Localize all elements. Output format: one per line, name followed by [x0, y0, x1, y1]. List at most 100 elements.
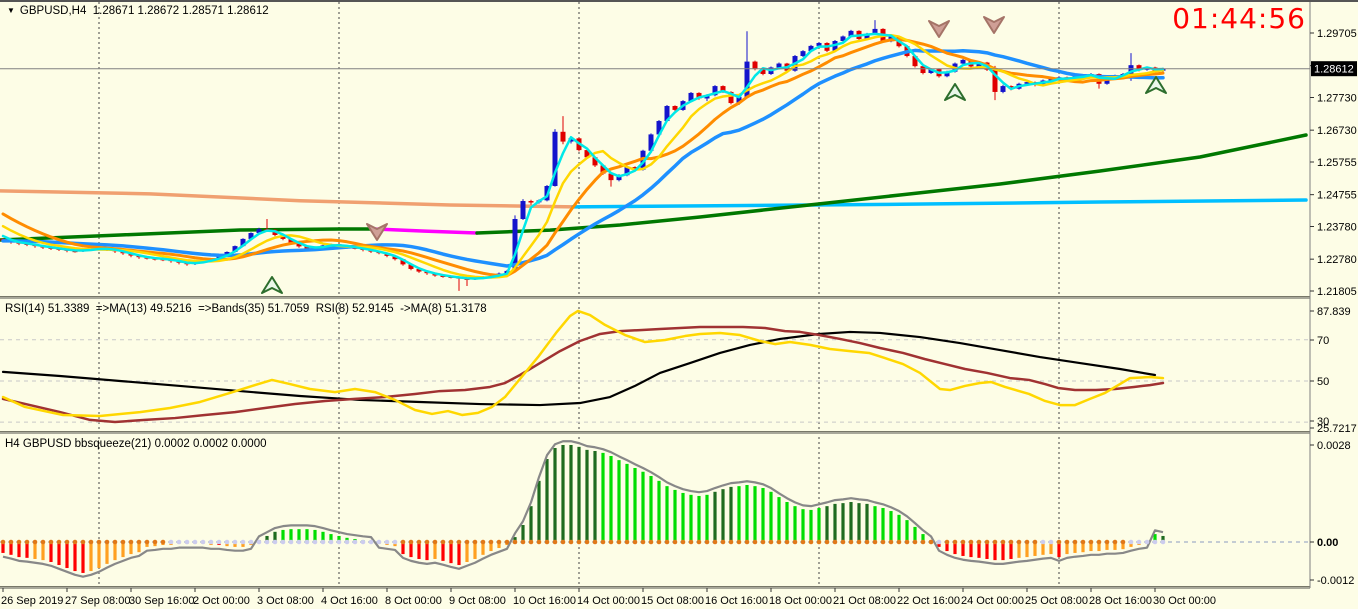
squeeze-dot: [920, 539, 926, 545]
candle-body: [1128, 65, 1134, 74]
candle-body: [976, 62, 982, 67]
squeeze-dot: [344, 539, 350, 545]
squeeze-dot: [832, 539, 838, 545]
candle-body: [520, 201, 526, 219]
squeeze-dot: [968, 539, 974, 545]
squeeze-dot: [536, 539, 542, 545]
squeeze-dot: [1016, 539, 1022, 545]
chart-dropdown-icon[interactable]: ▼: [7, 6, 15, 15]
sell-signal-arrow-icon[interactable]: [983, 16, 1005, 34]
squeeze-envelope: [2, 440, 1164, 578]
time-axis-label: 28 Oct 16:00: [1089, 595, 1152, 607]
candle-body: [960, 59, 966, 64]
trend-green-left: [0, 227, 375, 242]
squeeze-dot: [616, 539, 622, 545]
candle-body: [240, 238, 246, 247]
squeeze-dot: [24, 539, 30, 545]
squeeze-dot: [328, 539, 334, 545]
candle-body: [632, 167, 638, 170]
candle-body: [664, 105, 670, 122]
time-axis-label: 16 Oct 16:00: [705, 595, 768, 607]
squeeze-dot: [472, 539, 478, 545]
candle-body: [560, 131, 566, 142]
squeeze-dot: [416, 539, 422, 545]
time-axis-label: 3 Oct 08:00: [257, 595, 314, 607]
squeeze-dot: [808, 539, 814, 545]
squeeze-dot: [704, 539, 710, 545]
squeeze-dot: [1080, 539, 1086, 545]
buy-signal-arrow-icon[interactable]: [261, 276, 283, 294]
squeeze-dot: [80, 539, 86, 545]
candle-body: [1048, 78, 1054, 81]
squeeze-dot: [784, 539, 790, 545]
squeeze-dot: [608, 539, 614, 545]
squeeze-dot: [1008, 539, 1014, 545]
squeeze-dot: [824, 539, 830, 545]
squeeze-dot: [520, 539, 526, 545]
squeeze-dot: [296, 539, 302, 545]
price-axis-strip[interactable]: [1310, 1, 1358, 609]
squeeze-dot: [312, 539, 318, 545]
squeeze-dot: [512, 539, 518, 545]
axis-tick-label: 1.25755: [1317, 157, 1357, 169]
time-axis-label: 22 Oct 16:00: [897, 595, 960, 607]
candle-body: [584, 150, 590, 158]
squeeze-dot: [592, 539, 598, 545]
candle-body: [1024, 82, 1030, 84]
sell-signal-arrow-icon[interactable]: [366, 223, 388, 241]
squeeze-dot: [744, 539, 750, 545]
squeeze-dot: [256, 539, 262, 545]
squeeze-dot: [896, 539, 902, 545]
candle-body: [840, 36, 846, 42]
ma-orange: [1, 37, 1165, 278]
bbsqueeze-indicator-label: H4 GBPUSD bbsqueeze(21) 0.0002 0.0002 0.…: [5, 438, 267, 450]
squeeze-dot: [216, 539, 222, 545]
squeeze-dot: [544, 539, 550, 545]
squeeze-dot: [120, 539, 126, 545]
squeeze-dot: [1032, 539, 1038, 545]
ohlc-values: 1.28671 1.28672 1.28571 1.28612: [92, 5, 269, 17]
candle-body: [816, 42, 822, 46]
squeeze-dot: [1064, 539, 1070, 545]
axis-tick-label: 87.839: [1317, 306, 1351, 318]
squeeze-dot: [264, 539, 270, 545]
buy-signal-arrow-icon[interactable]: [1145, 76, 1167, 94]
squeeze-dot: [1056, 539, 1062, 545]
squeeze-dot: [480, 539, 486, 545]
candle-body: [288, 238, 294, 244]
squeeze-dot: [400, 539, 406, 545]
squeeze-dot: [280, 539, 286, 545]
candle-body: [688, 92, 694, 102]
squeeze-dot: [336, 539, 342, 545]
candle-body: [640, 150, 646, 170]
axis-tick-label: -0.0012: [1317, 575, 1354, 587]
candle-body: [928, 69, 934, 74]
trend-green-right: [475, 133, 1308, 235]
squeeze-dot: [1040, 539, 1046, 545]
squeeze-dot: [200, 539, 206, 545]
buy-signal-arrow-icon[interactable]: [944, 83, 966, 101]
candle-body: [776, 63, 782, 68]
ma-dodger: [1, 48, 1165, 268]
sell-signal-arrow-icon[interactable]: [928, 20, 950, 38]
squeeze-dot: [656, 539, 662, 545]
axis-tick-label: 30: [1317, 416, 1329, 428]
candle-body: [248, 233, 254, 239]
candle-body: [1136, 65, 1142, 70]
squeeze-dot: [976, 539, 982, 545]
squeeze-dot: [384, 539, 390, 545]
time-axis-label: 21 Oct 08:00: [833, 595, 896, 607]
squeeze-dot: [712, 539, 718, 545]
candle-body: [392, 255, 398, 260]
squeeze-dot: [248, 539, 254, 545]
squeeze-dot: [560, 539, 566, 545]
squeeze-dot: [1120, 539, 1126, 545]
axis-tick-label: 1.23780: [1317, 222, 1357, 234]
squeeze-dot: [496, 539, 502, 545]
squeeze-dot: [768, 539, 774, 545]
squeeze-dot: [448, 539, 454, 545]
squeeze-dot: [320, 539, 326, 545]
squeeze-dot: [88, 539, 94, 545]
current-price-box-value: 1.28612: [1314, 64, 1354, 76]
